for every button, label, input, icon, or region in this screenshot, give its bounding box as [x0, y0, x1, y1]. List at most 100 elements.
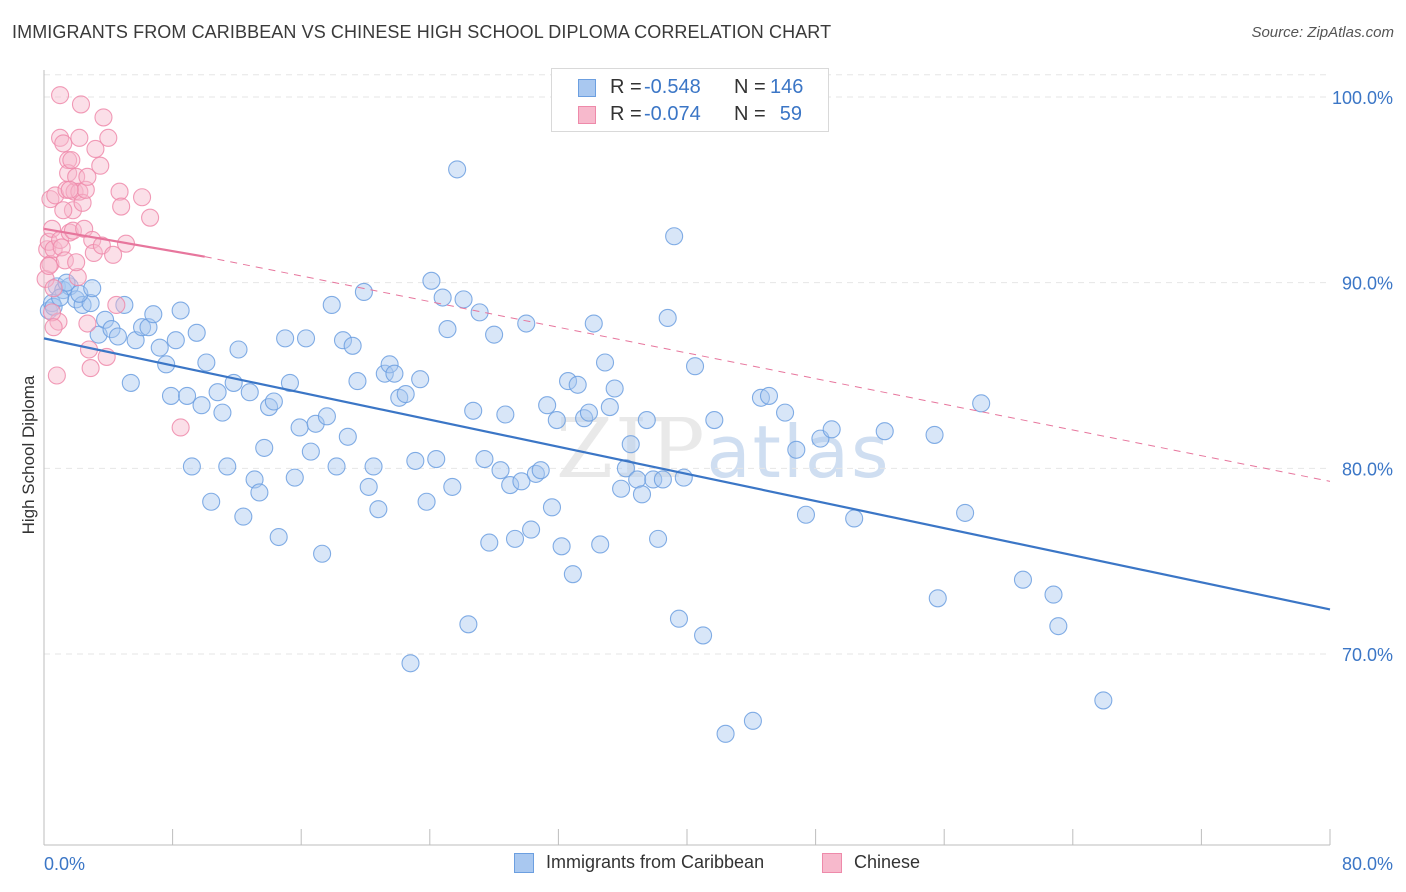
caribbean-point — [296, 329, 316, 348]
caribbean-point — [575, 409, 594, 428]
chinese-point — [70, 128, 89, 147]
chinese-point — [68, 268, 87, 287]
caribbean-point — [552, 537, 571, 556]
caribbean-point — [417, 492, 436, 511]
bottom-legend-label-chinese: Chinese — [854, 852, 921, 872]
caribbean-point — [385, 364, 404, 383]
legend-r-value: -0.074 — [644, 103, 701, 125]
caribbean-point — [182, 457, 201, 476]
caribbean-point — [464, 401, 483, 420]
chinese-point — [94, 108, 113, 127]
caribbean-point — [192, 396, 211, 415]
caribbean-point — [644, 470, 663, 489]
caribbean-point — [547, 411, 566, 430]
chinese-point — [86, 139, 105, 159]
caribbean-point — [716, 724, 735, 743]
caribbean-point — [290, 418, 309, 437]
caribbean-point — [845, 509, 864, 528]
caribbean-point — [658, 308, 677, 327]
chinese-point — [63, 201, 82, 220]
caribbean-point — [259, 398, 279, 417]
trend-lines — [43, 227, 1331, 611]
chinese-point — [171, 418, 190, 437]
caribbean-point — [229, 340, 248, 359]
tick-labels: 70.0% 80.0% 90.0% 100.0% 0.0% 80.0% — [44, 88, 1393, 874]
caribbean-point — [584, 314, 603, 333]
caribbean-point — [928, 589, 947, 608]
caribbean-point — [197, 353, 216, 372]
caribbean-point — [427, 449, 446, 469]
caribbean-point — [108, 327, 127, 346]
caribbean-point — [369, 500, 388, 519]
caribbean-point — [796, 505, 816, 524]
caribbean-point — [694, 626, 713, 645]
caribbean-point — [359, 477, 378, 496]
caribbean-point — [301, 442, 320, 461]
caribbean-point — [96, 310, 115, 329]
caribbean-point — [776, 403, 795, 422]
bottom-legend-swatch-chinese — [822, 853, 842, 873]
caribbean-point — [218, 457, 237, 476]
caribbean-point — [743, 711, 762, 730]
legend-n-label: N = — [734, 103, 766, 125]
caribbean-point — [1044, 585, 1063, 604]
caribbean-point — [166, 331, 185, 350]
legend-r-value: -0.548 — [644, 76, 701, 98]
caribbean-point — [787, 440, 806, 459]
caribbean-point — [480, 533, 499, 552]
caribbean-point — [1049, 617, 1068, 636]
y-tick-label: 90.0% — [1342, 274, 1393, 294]
caribbean-point — [348, 372, 367, 391]
caribbean-point — [459, 615, 478, 634]
caribbean-point — [542, 498, 562, 517]
caribbean-point — [501, 475, 520, 495]
chinese-point — [44, 318, 63, 337]
bottom-legend-label-caribbean: Immigrants from Caribbean — [546, 852, 765, 872]
legend-row-chinese: R = -0.074 N = 59 — [552, 102, 828, 130]
caribbean-point — [496, 405, 515, 424]
caribbean-point — [665, 227, 684, 246]
chinese-point — [110, 182, 129, 201]
caribbean-point — [121, 373, 140, 392]
caribbean-point — [317, 407, 336, 426]
caribbean-point — [925, 425, 944, 444]
caribbean-point — [759, 386, 779, 405]
y-tick-label: 100.0% — [1332, 88, 1393, 108]
chinese-point — [81, 359, 100, 378]
caribbean-point — [669, 609, 689, 628]
chinese-point — [99, 128, 118, 147]
caribbean-point — [276, 329, 295, 348]
caribbean-point — [364, 457, 383, 476]
watermark-zip: ZIP — [556, 402, 707, 497]
caribbean-point — [433, 288, 452, 307]
caribbean-point — [187, 323, 206, 342]
caribbean-point — [822, 420, 841, 439]
chinese-point — [49, 312, 68, 331]
caribbean-point — [616, 459, 635, 478]
chinese-point — [62, 151, 81, 170]
chinese-point — [54, 201, 73, 220]
caribbean-point — [280, 373, 299, 392]
source-label: Source: ZipAtlas.com — [1251, 24, 1394, 41]
caribbean-point — [161, 386, 181, 405]
caribbean-point — [202, 492, 221, 511]
watermark-atlas: atlas — [706, 410, 891, 494]
legend-swatch-chinese — [578, 106, 596, 124]
y-axis-label: High School Diploma — [19, 375, 38, 534]
chinese-point — [51, 128, 70, 147]
chinese-point — [51, 86, 70, 105]
caribbean-point — [380, 355, 399, 374]
caribbean-point — [133, 318, 152, 337]
caribbean-point — [612, 479, 631, 498]
chinese-point — [71, 95, 91, 114]
caribbean-point — [568, 375, 587, 394]
y-tick-label: 80.0% — [1342, 459, 1393, 479]
chinese-point — [104, 245, 123, 264]
caribbean-point — [956, 503, 975, 522]
caribbean-point — [485, 325, 504, 344]
caribbean-point — [605, 379, 624, 398]
caribbean-point — [406, 451, 425, 470]
caribbean-point — [396, 385, 415, 404]
caribbean-point — [264, 392, 283, 411]
caribbean-point — [240, 383, 259, 402]
